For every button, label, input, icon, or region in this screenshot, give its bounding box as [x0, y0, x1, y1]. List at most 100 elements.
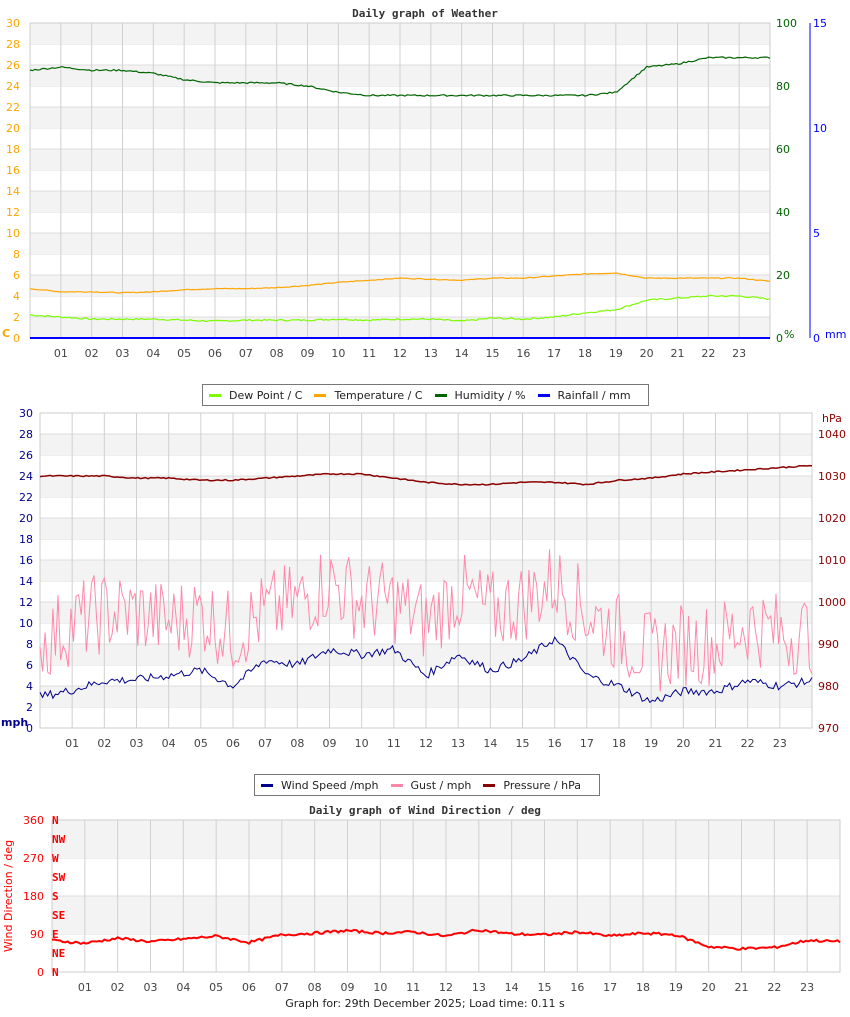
x-tick-label: 14: [483, 737, 497, 750]
x-tick-label: 06: [208, 347, 222, 360]
legend-weather: Dew Point / C Temperature / C Humidity /…: [202, 384, 649, 406]
compass-label: W: [52, 852, 59, 865]
x-tick-label: 04: [176, 981, 190, 994]
legend-item-rainfall: Rainfall / mm: [537, 388, 631, 402]
y-left-tick-label: 8: [13, 248, 20, 261]
y-left-tick-label: 24: [6, 80, 20, 93]
y-right-tick-label: 980: [818, 680, 839, 693]
y-left-tick-label: 2: [26, 701, 33, 714]
series-dew-point: [29, 294, 771, 323]
y-right-tick-label: 1000: [818, 596, 846, 609]
y-left-tick-label: 8: [26, 638, 33, 651]
y-tick-label: 180: [23, 890, 44, 903]
legend-label: Pressure / hPa: [503, 778, 581, 792]
x-tick-label: 02: [97, 737, 111, 750]
x-tick-label: 02: [111, 981, 125, 994]
y-left-tick-label: 26: [6, 59, 20, 72]
y-left-tick-label: 20: [19, 512, 33, 525]
y-left-tick-label: 18: [6, 143, 20, 156]
y-left-tick-label: 20: [6, 122, 20, 135]
y-left-tick-label: 2: [13, 311, 20, 324]
x-tick-label: 07: [275, 981, 289, 994]
y-tick-label: 90: [30, 928, 44, 941]
x-tick-label: 20: [640, 347, 654, 360]
x-tick-label: 22: [701, 347, 715, 360]
y-left-tick-label: 24: [19, 470, 33, 483]
series-temperature: [29, 272, 771, 294]
y-left-tick-label: 14: [19, 575, 33, 588]
y-left-tick-label: 10: [6, 227, 20, 240]
x-tick-label: 11: [362, 347, 376, 360]
plot-frame: [39, 412, 813, 729]
y-right-tick-label: 80: [776, 80, 790, 93]
x-tick-label: 15: [486, 347, 500, 360]
y-left-tick-label: 4: [13, 290, 20, 303]
y-left-axis-label: C: [2, 327, 10, 340]
y-left-tick-label: 14: [6, 185, 20, 198]
x-tick-label: 19: [609, 347, 623, 360]
x-tick-label: 06: [226, 737, 240, 750]
footer-graph-info: Graph for: 29th December 2025; Load time…: [285, 997, 565, 1010]
x-tick-label: 10: [331, 347, 345, 360]
x-tick-label: 08: [308, 981, 322, 994]
x-tick-label: 08: [270, 347, 284, 360]
compass-label: N: [52, 966, 59, 979]
plot-frame: [51, 819, 841, 973]
compass-label: SE: [52, 909, 65, 922]
legend-label: Dew Point / C: [229, 388, 303, 402]
x-tick-label: 03: [130, 737, 144, 750]
legend-label: Rainfall / mm: [557, 388, 631, 402]
legend-item-temperature: Temperature / C: [314, 389, 423, 402]
x-tick-label: 15: [516, 737, 530, 750]
y-right-tick-label: 60: [776, 143, 790, 156]
x-tick-label: 23: [773, 737, 787, 750]
compass-label: N: [52, 814, 59, 827]
y-right-tick-label: 990: [818, 638, 839, 651]
series-pressure: [39, 464, 813, 486]
chart-title: Daily graph of Weather: [352, 7, 498, 20]
x-tick-label: 12: [393, 347, 407, 360]
chart-title: Daily graph of Wind Direction / deg: [309, 804, 541, 817]
y-right2-tick-label: 5: [813, 227, 820, 240]
legend-item-pressure: Pressure / hPa: [483, 779, 581, 792]
legend-item-wind-speed: Wind Speed /mph: [261, 779, 379, 792]
x-tick-label: 10: [355, 737, 369, 750]
x-tick-label: 07: [258, 737, 272, 750]
y-right-tick-label: 1040: [818, 428, 846, 441]
x-tick-label: 15: [538, 981, 552, 994]
y-left-tick-label: 6: [26, 659, 33, 672]
x-tick-label: 09: [323, 737, 337, 750]
x-tick-label: 17: [580, 737, 594, 750]
legend-item-gust: Gust / mph: [390, 779, 471, 792]
y-left-tick-label: 16: [19, 554, 33, 567]
y-right2-axis-label: mm: [825, 328, 846, 341]
x-tick-label: 13: [424, 347, 438, 360]
x-tick-label: 01: [78, 981, 92, 994]
x-tick-label: 22: [767, 981, 781, 994]
x-tick-label: 08: [290, 737, 304, 750]
x-tick-label: 16: [516, 347, 530, 360]
y-right-tick-label: 20: [776, 269, 790, 282]
x-tick-label: 10: [373, 981, 387, 994]
legend-item-humidity: Humidity / %: [434, 388, 526, 402]
y-right-tick-label: 1010: [818, 554, 846, 567]
y-left-tick-label: 12: [19, 596, 33, 609]
compass-label: S: [52, 890, 59, 903]
x-tick-label: 18: [578, 347, 592, 360]
legend-label: Humidity / %: [454, 388, 526, 402]
x-tick-label: 03: [144, 981, 158, 994]
x-tick-label: 14: [505, 981, 519, 994]
x-tick-label: 05: [194, 737, 208, 750]
x-tick-label: 13: [451, 737, 465, 750]
y-right-axis-label: hPa: [822, 412, 842, 425]
y-tick-label: 270: [23, 852, 44, 865]
series-gust: [39, 549, 813, 692]
x-tick-label: 09: [301, 347, 315, 360]
x-tick-label: 21: [671, 347, 685, 360]
compass-label: NE: [52, 947, 65, 960]
x-tick-label: 11: [406, 981, 420, 994]
x-tick-label: 02: [85, 347, 99, 360]
y-left-tick-label: 16: [6, 164, 20, 177]
x-tick-label: 04: [162, 737, 176, 750]
